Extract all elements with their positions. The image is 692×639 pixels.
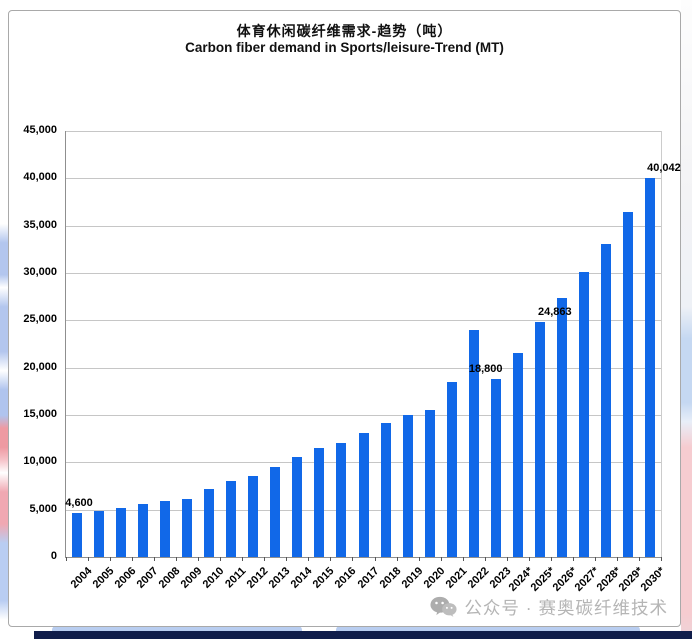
bar-2021	[446, 381, 457, 557]
bar-2022	[468, 329, 479, 557]
chart-card: 体育休闲碳纤维需求-趋势（吨） Carbon fiber demand in S…	[8, 10, 681, 627]
x-tick	[132, 557, 134, 561]
x-tick	[110, 557, 112, 561]
background-bottom-navy-bar	[34, 631, 692, 639]
bar-2025*	[534, 321, 545, 557]
x-tick	[308, 557, 310, 561]
bar-2005	[94, 510, 105, 557]
x-tick	[330, 557, 332, 561]
bar-2024*	[512, 352, 523, 557]
x-tick	[176, 557, 178, 561]
bar-2012	[248, 475, 259, 557]
y-tick-label: 15,000	[23, 408, 57, 420]
y-tick-label: 35,000	[23, 218, 57, 231]
y-tick-label: 10,000	[23, 455, 57, 468]
bar-2023	[490, 379, 501, 557]
chart-title-en: Carbon fiber demand in Sports/leisure-Tr…	[185, 40, 504, 55]
x-tick	[418, 557, 420, 561]
background-left-strip	[0, 0, 9, 639]
gridline	[66, 415, 661, 416]
gridline	[66, 131, 661, 132]
bar-2008	[160, 501, 171, 557]
bar-2015	[314, 448, 325, 557]
bar-2020	[424, 410, 435, 557]
data-label-2025*: 24,863	[537, 305, 572, 318]
wechat-icon	[430, 596, 457, 617]
y-tick-label: 25,000	[23, 313, 57, 326]
gridline	[66, 367, 661, 369]
bar-2030*	[644, 177, 655, 557]
bar-2028*	[600, 243, 611, 557]
bar-2016	[336, 443, 347, 557]
bar-2004	[72, 513, 83, 557]
bar-2006	[116, 507, 127, 557]
x-tick	[374, 557, 376, 561]
gridline	[66, 225, 661, 227]
bar-2010	[204, 488, 215, 557]
plot-area: 4,600 18,800 24,863 40,042	[65, 131, 681, 561]
watermark-text: 公众号 · 赛奥碳纤维技术	[464, 597, 668, 618]
gridline	[66, 178, 661, 180]
x-tick	[661, 557, 662, 561]
background-bottom-shape-right	[336, 626, 640, 635]
x-tick	[616, 557, 618, 561]
bar-2007	[138, 504, 149, 557]
watermark: 公众号 · 赛奥碳纤维技术	[430, 594, 668, 620]
chart-title-zh: 体育休闲碳纤维需求-趋势（吨）	[236, 23, 453, 39]
bar-2027*	[578, 272, 589, 557]
bar-2018	[380, 422, 391, 557]
x-tick	[594, 557, 596, 561]
x-tick	[638, 557, 640, 561]
x-tick	[506, 557, 508, 561]
x-tick	[66, 557, 67, 561]
x-tick	[198, 557, 200, 561]
x-tick	[440, 557, 442, 561]
x-tick	[154, 557, 156, 561]
y-tick-label: 0	[50, 550, 57, 562]
data-label-2023: 18,800	[468, 363, 503, 376]
x-tick	[242, 557, 244, 561]
x-tick	[220, 557, 222, 561]
bar-2026*	[556, 298, 567, 557]
x-tick	[572, 557, 574, 561]
bar-2019	[402, 415, 413, 557]
data-label-2004: 4,600	[65, 497, 93, 510]
x-tick	[484, 557, 486, 561]
bar-2017	[358, 433, 369, 557]
y-tick-label: 40,000	[23, 171, 57, 184]
y-tick-label: 5,000	[29, 502, 57, 515]
x-tick	[88, 557, 90, 561]
x-tick	[550, 557, 552, 561]
gridline	[66, 320, 661, 322]
x-tick	[462, 557, 464, 561]
data-label-2030*: 40,042	[647, 161, 681, 174]
x-tick	[352, 557, 354, 561]
bar-2029*	[622, 212, 633, 557]
gridline	[66, 273, 661, 274]
x-tick	[286, 557, 288, 561]
background-bottom-shape-left	[52, 626, 302, 635]
x-tick	[528, 557, 530, 561]
x-tick	[264, 557, 266, 561]
bar-2013	[270, 467, 281, 557]
x-tick	[396, 557, 398, 561]
y-tick-label: 20,000	[23, 360, 57, 373]
bar-2009	[182, 499, 193, 557]
bar-2011	[226, 481, 237, 557]
bar-2014	[292, 456, 303, 557]
y-tick-label: 45,000	[23, 124, 57, 136]
y-tick-label: 30,000	[23, 266, 57, 278]
background-right-strip	[681, 0, 692, 639]
